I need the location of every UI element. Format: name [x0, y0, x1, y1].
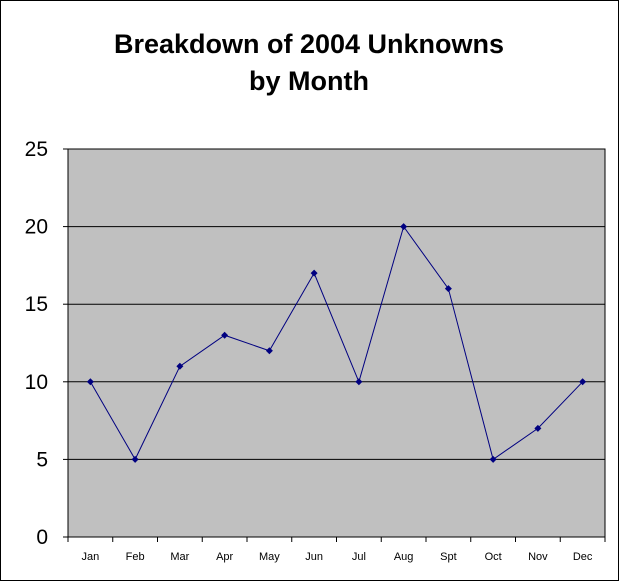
x-tick-label: Aug	[394, 551, 414, 563]
x-tick-label: May	[259, 551, 280, 563]
data-point-apr	[221, 331, 229, 339]
data-point-may	[265, 347, 273, 355]
data-point-feb	[131, 455, 139, 463]
x-tick-label: Nov	[528, 551, 548, 563]
data-series	[86, 223, 587, 463]
x-tick-label: Jul	[352, 551, 366, 563]
data-point-oct	[489, 455, 497, 463]
x-tick-label: Spt	[440, 551, 457, 563]
plot-area	[67, 148, 606, 538]
axes	[63, 148, 606, 542]
chart-title: Breakdown of 2004 Unknowns	[114, 29, 504, 59]
x-tick-label: Feb	[126, 551, 145, 563]
y-tick-label: 25	[25, 138, 48, 161]
x-tick-label: Oct	[485, 551, 502, 563]
x-tick-label: Dec	[573, 551, 593, 563]
y-tick-label: 5	[36, 448, 48, 471]
series-line	[89, 225, 583, 461]
data-point-jul	[355, 378, 363, 386]
data-point-dec	[579, 378, 587, 386]
data-point-jun	[310, 269, 318, 277]
data-point-mar	[176, 362, 184, 370]
y-tick-label: 10	[25, 371, 48, 394]
x-axis-tick-labels: Jan Feb Mar Apr May Jun Jul Aug Spt Oct Nov Dec	[82, 551, 593, 563]
y-axis-tick-labels: 0 5 10 15 20 25	[25, 138, 48, 549]
x-tick-label: Jun	[305, 551, 323, 563]
data-point-nov	[534, 424, 542, 432]
chart-title-line2: by Month	[249, 66, 369, 96]
gridlines	[68, 226, 605, 460]
y-tick-label: 15	[25, 293, 48, 316]
y-tick-label: 20	[25, 216, 48, 239]
data-point-spt	[444, 285, 452, 293]
x-tick-label: Jan	[82, 551, 100, 563]
y-tick-label: 0	[36, 526, 48, 549]
x-tick-label: Apr	[216, 551, 233, 563]
data-point-aug	[400, 223, 408, 231]
data-point-jan	[86, 378, 94, 386]
x-tick-label: Mar	[170, 551, 189, 563]
